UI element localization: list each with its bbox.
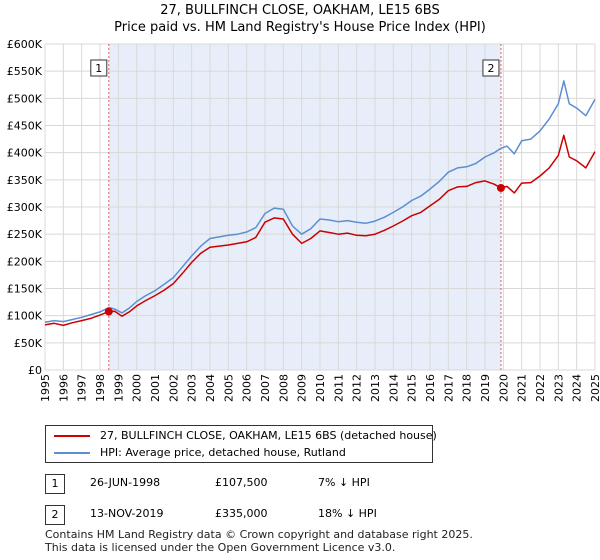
legend-label-hpi: HPI: Average price, detached house, Rutl… [100, 446, 346, 459]
legend-item-property: 27, BULLFINCH CLOSE, OAKHAM, LE15 6BS (d… [54, 428, 437, 444]
x-tick-label: 2001 [149, 374, 162, 402]
y-tick-label: £250K [7, 228, 43, 241]
x-tick-label: 2002 [167, 374, 180, 402]
sale-marker-label: 1 [95, 62, 102, 75]
sale-point [104, 307, 113, 316]
x-tick-label: 2014 [387, 374, 400, 402]
chart-subtitle: Price paid vs. HM Land Registry's House … [114, 20, 486, 35]
x-tick-label: 2006 [241, 374, 254, 402]
x-tick-label: 2024 [571, 374, 584, 402]
sale-marker-label: 2 [487, 62, 494, 75]
footer-line-1: Contains HM Land Registry data © Crown c… [45, 528, 473, 541]
sale-marker-badge [90, 59, 108, 77]
x-tick-label: 1996 [57, 374, 70, 402]
y-tick-label: £50K [14, 337, 43, 350]
y-tick-label: £450K [7, 120, 43, 133]
x-tick-label: 2007 [259, 374, 272, 402]
price-chart: £0 £50K £100K £150K £200K £250K £300K £350K £400… [7, 38, 600, 402]
x-tick-label: 2021 [516, 374, 529, 402]
legend-item-hpi: HPI: Average price, detached house, Rutl… [54, 445, 346, 461]
x-tick-label: 2013 [369, 374, 382, 402]
legend-swatch-hpi [54, 452, 90, 454]
y-tick-label: £0 [28, 364, 42, 377]
legend-swatch-property [54, 435, 90, 437]
sale-price: £335,000 [215, 507, 268, 520]
chart-title: 27, BULLFINCH CLOSE, OAKHAM, LE15 6BS [160, 3, 440, 18]
sale-marker-badge [482, 59, 500, 77]
y-tick-label: £500K [7, 92, 43, 105]
sale-hpi-diff: 18% ↓ HPI [318, 507, 377, 520]
x-tick-label: 2011 [332, 374, 345, 402]
y-tick-label: £300K [7, 201, 43, 214]
sale-hpi-diff: 7% ↓ HPI [318, 476, 370, 489]
x-tick-label: 2025 [589, 374, 600, 402]
x-tick-label: 2008 [277, 374, 290, 402]
y-tick-label: £200K [7, 255, 43, 268]
sale-number-badge: 2 [45, 505, 65, 525]
x-tick-label: 2010 [314, 374, 327, 402]
x-tick-label: 1998 [94, 374, 107, 402]
x-tick-label: 1997 [76, 374, 89, 402]
sale-number-badge: 1 [45, 474, 65, 494]
chart-legend: 27, BULLFINCH CLOSE, OAKHAM, LE15 6BS (d… [45, 425, 437, 463]
y-tick-label: £150K [7, 283, 43, 296]
y-tick-label: £400K [7, 147, 43, 160]
sale-date: 13-NOV-2019 [90, 507, 164, 520]
x-tick-label: 2019 [479, 374, 492, 402]
y-tick-label: £100K [7, 310, 43, 323]
x-tick-label: 2004 [204, 374, 217, 402]
y-tick-label: £350K [7, 174, 43, 187]
x-tick-label: 2016 [424, 374, 437, 402]
x-tick-label: 2017 [442, 374, 455, 402]
property-price-line [44, 134, 596, 327]
x-tick-label: 1995 [39, 374, 52, 402]
x-tick-label: 2020 [497, 374, 510, 402]
x-tick-label: 2009 [296, 374, 309, 402]
x-tick-label: 2012 [351, 374, 364, 402]
sale-point [496, 183, 505, 192]
x-tick-label: 2005 [222, 374, 235, 402]
x-tick-label: 2015 [406, 374, 419, 402]
attribution-footer: Contains HM Land Registry data © Crown c… [45, 528, 473, 554]
sale-date: 26-JUN-1998 [90, 476, 161, 489]
chart-title-block: 27, BULLFINCH CLOSE, OAKHAM, LE15 6BS Pr… [0, 0, 600, 36]
hpi-line [44, 80, 596, 323]
x-tick-label: 2003 [186, 374, 199, 402]
y-tick-label: £550K [7, 65, 43, 78]
x-tick-label: 2023 [552, 374, 565, 402]
sale-price: £107,500 [215, 476, 268, 489]
legend-label-property: 27, BULLFINCH CLOSE, OAKHAM, LE15 6BS (d… [100, 429, 437, 442]
footer-line-2: This data is licensed under the Open Gov… [45, 541, 396, 554]
x-tick-label: 1999 [112, 374, 125, 402]
x-tick-label: 2022 [534, 374, 547, 402]
x-tick-label: 2018 [461, 374, 474, 402]
x-tick-label: 2000 [131, 374, 144, 402]
y-tick-label: £600K [7, 38, 43, 51]
